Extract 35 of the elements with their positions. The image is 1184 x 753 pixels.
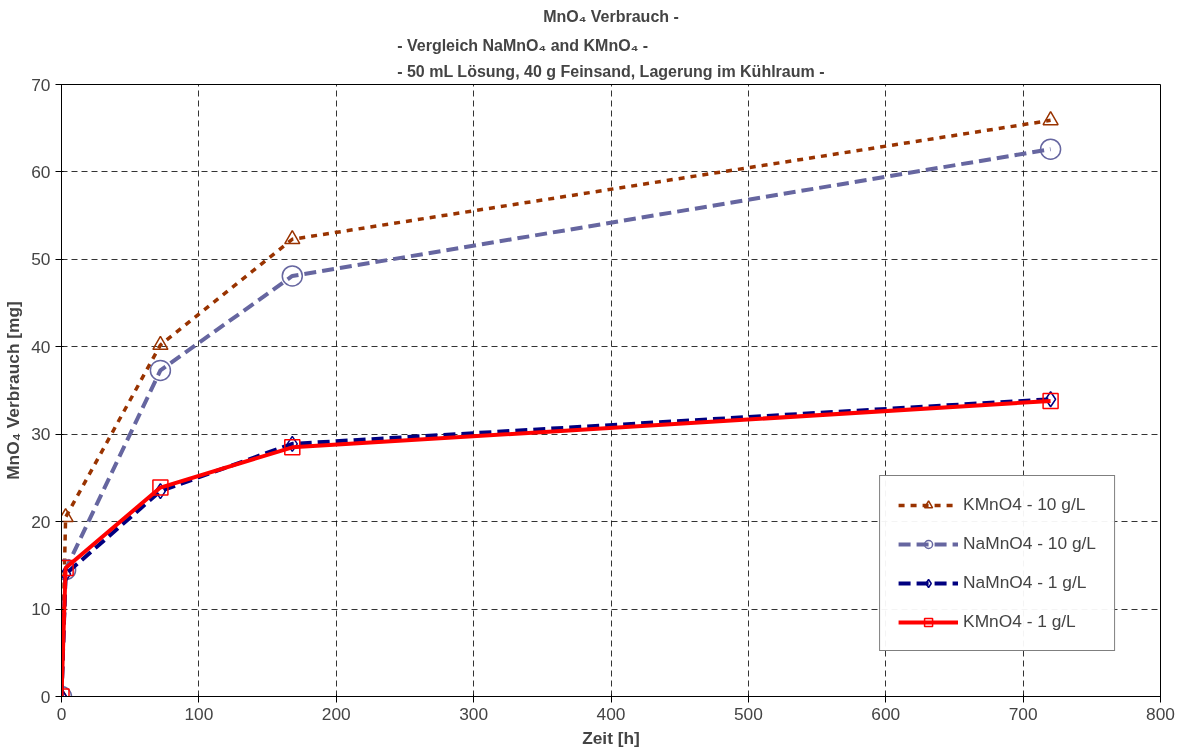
- x-axis-title: Zeit [h]: [582, 727, 640, 748]
- x-tick-label: 500: [733, 703, 763, 724]
- x-tick-label: 300: [459, 703, 489, 724]
- point: [152, 479, 169, 496]
- point: [281, 265, 304, 287]
- legend-label: KMnO4 - 1 g/L: [963, 611, 1076, 632]
- x-tick-label: 400: [596, 703, 626, 724]
- point: [152, 335, 169, 351]
- x-tick-label: 100: [184, 703, 214, 724]
- x-tick-label: 0: [56, 703, 67, 724]
- point: [154, 482, 167, 500]
- point: [149, 359, 172, 382]
- chart-subtitle: - Vergleich NaMnO₄ and KMnO₄ - - 50 mL Lösung, 40 g Feinsand, Lagerung im Kühlraum -: [397, 37, 825, 80]
- legend-label: KMnO4 - 10 g/L: [963, 494, 1086, 515]
- y-tick-label: 20: [31, 511, 51, 532]
- y-tick-label: 40: [31, 336, 51, 357]
- legend-label: NaMnO4 - 10 g/L: [963, 533, 1096, 554]
- y-tick-label: 60: [31, 161, 51, 182]
- legend-label: NaMnO4 - 1 g/L: [963, 572, 1087, 593]
- x-tick-label: 700: [1008, 703, 1038, 724]
- point: [284, 229, 301, 245]
- point: [1039, 138, 1062, 160]
- x-tick-label: 600: [871, 703, 901, 724]
- y-tick-label: 30: [31, 424, 51, 445]
- y-tick-label: 0: [40, 686, 51, 707]
- y-axis-title: MnO₄ Verbrauch [mg]: [3, 301, 24, 480]
- x-tick-label: 200: [321, 703, 351, 724]
- y-tick-label: 10: [31, 599, 51, 620]
- chart-title: MnO₄ Verbrauch -: [543, 7, 679, 25]
- point: [1042, 110, 1059, 126]
- y-tick-label: 50: [31, 249, 51, 270]
- point: [284, 439, 301, 456]
- y-tick-label: 70: [31, 74, 51, 95]
- x-tick-label: 800: [1146, 703, 1175, 724]
- point: [286, 435, 299, 453]
